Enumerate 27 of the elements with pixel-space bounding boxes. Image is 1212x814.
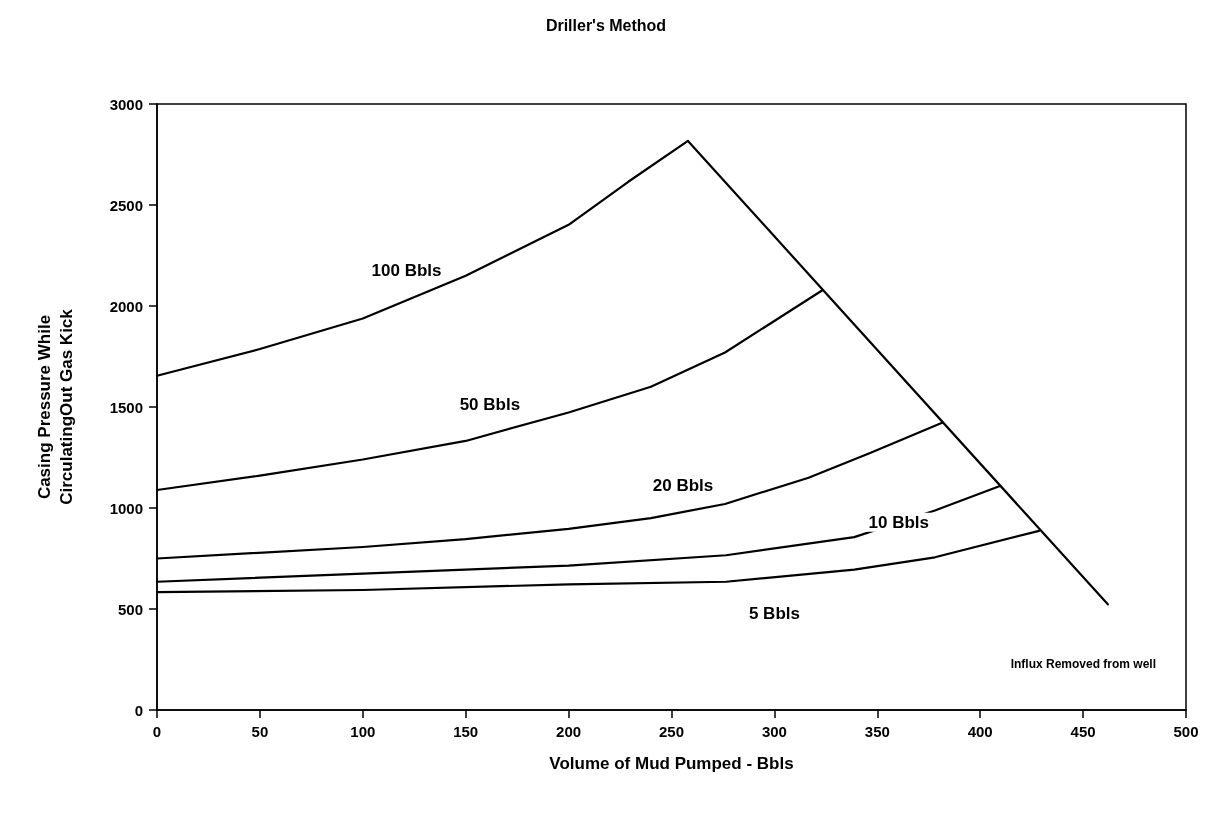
y-tick-label: 2000 [109, 297, 143, 315]
y-tick-label: 2500 [109, 196, 143, 214]
series-label: 100 Bbls [371, 260, 442, 280]
y-tick-label: 0 [134, 701, 143, 719]
chart-title: Driller's Method [545, 16, 667, 34]
y-tick-label: 3000 [109, 95, 143, 113]
annotation: Influx Removed from well [1010, 657, 1156, 671]
x-tick-label: 150 [453, 723, 479, 740]
x-tick-label: 50 [251, 723, 269, 740]
x-tick-label: 200 [556, 723, 582, 740]
series-label: 50 Bbls [459, 394, 521, 414]
x-tick-label: 300 [761, 723, 787, 740]
x-tick-label: 100 [350, 723, 376, 740]
x-tick-label: 250 [658, 723, 685, 740]
y-tick-label: 1500 [109, 398, 143, 416]
series-label: 5 Bbls [748, 603, 800, 623]
x-tick-label: 0 [152, 723, 162, 740]
x-axis-title: Volume of Mud Pumped - Bbls [549, 753, 794, 773]
series-label: 10 Bbls [868, 512, 930, 532]
y-axis-title: Casing Pressure While CirculatingOut Gas Kick [34, 308, 76, 505]
y-tick-label: 500 [117, 600, 143, 618]
x-tick-label: 500 [1173, 723, 1199, 740]
x-tick-label: 450 [1070, 723, 1096, 740]
series-label: 20 Bbls [652, 476, 714, 496]
x-tick-label: 400 [967, 723, 993, 740]
y-tick-label: 1000 [109, 499, 143, 517]
x-tick-label: 350 [864, 723, 890, 740]
